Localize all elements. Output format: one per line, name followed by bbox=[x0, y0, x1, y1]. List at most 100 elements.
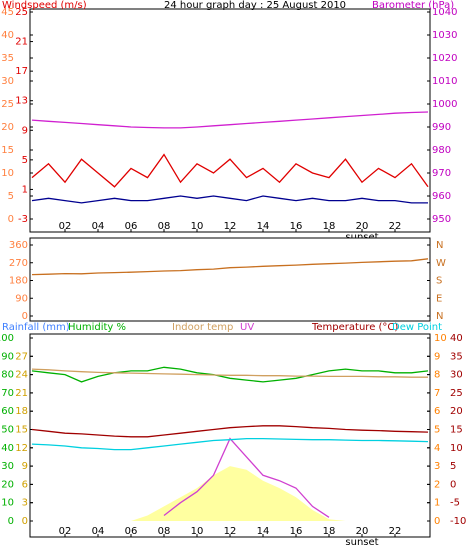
x-tick-label: 16 bbox=[290, 526, 303, 537]
legend-entry: Humidity % bbox=[68, 322, 126, 333]
x-tick-label: 02 bbox=[59, 526, 72, 537]
y4-tick-label: 3 bbox=[434, 461, 440, 472]
y4-tick-label: 1 bbox=[434, 498, 440, 509]
line bbox=[31, 425, 429, 438]
x-tick-label: 12 bbox=[224, 526, 237, 537]
y4-tick-label: 8 bbox=[434, 370, 440, 381]
panel-frame bbox=[29, 8, 431, 233]
x-tick-label: 08 bbox=[158, 526, 171, 537]
rainfall-label: Rainfall (mm) bbox=[2, 322, 70, 333]
y-tick-label: 10 bbox=[1, 498, 14, 509]
y3-tick-label: 21 bbox=[15, 388, 28, 399]
x-tick-label: 06 bbox=[125, 526, 138, 537]
y-tick-label: 100 bbox=[0, 333, 14, 344]
y2-tick-label: 1000 bbox=[432, 99, 457, 110]
y3-tick-label: 5 bbox=[22, 155, 28, 166]
y3-tick-label: 9 bbox=[22, 125, 28, 136]
y2-tick-label: 5 bbox=[450, 461, 456, 472]
y4-tick-label: 7 bbox=[434, 388, 440, 399]
y-tick-label: 40 bbox=[1, 443, 14, 454]
y4-tick-label: 0 bbox=[434, 516, 440, 527]
y3-tick-label: 21 bbox=[15, 37, 28, 48]
y-tick-label: 15 bbox=[1, 145, 14, 156]
legend-entry: UV bbox=[240, 322, 254, 333]
y2-tick-label: -10 bbox=[450, 516, 466, 527]
y2-tick-label: 1040 bbox=[432, 7, 457, 18]
y2-tick-label: 25 bbox=[450, 388, 463, 399]
annotation: sunset bbox=[345, 537, 378, 548]
x-tick-label: 08 bbox=[158, 221, 171, 232]
x-tick-label: 04 bbox=[92, 221, 105, 232]
y-tick-label: 25 bbox=[1, 99, 14, 110]
y-tick-label: 30 bbox=[1, 76, 14, 87]
line bbox=[31, 437, 429, 451]
line bbox=[31, 258, 429, 276]
y4-tick-label: 5 bbox=[434, 425, 440, 436]
x-tick-label: 14 bbox=[257, 221, 270, 232]
y3-tick-label: 3 bbox=[22, 498, 28, 509]
y2-tick-label: 35 bbox=[450, 351, 463, 362]
y-tick-label: 10 bbox=[1, 168, 14, 179]
line bbox=[31, 195, 428, 204]
y2-tick-label: E bbox=[436, 293, 442, 304]
y-tick-label: 70 bbox=[1, 388, 14, 399]
y3-tick-label: 27 bbox=[15, 351, 28, 362]
y2-tick-label: 970 bbox=[432, 168, 451, 179]
y2-tick-label: W bbox=[436, 258, 446, 269]
y2-tick-label: 990 bbox=[432, 122, 451, 133]
y2-tick-label: 30 bbox=[450, 370, 463, 381]
y4-tick-label: 4 bbox=[434, 443, 440, 454]
x-tick-label: 16 bbox=[290, 221, 303, 232]
legend-entry: Dew Point bbox=[392, 322, 442, 333]
y2-tick-label: 980 bbox=[432, 145, 451, 156]
x-tick-label: 14 bbox=[257, 526, 270, 537]
y3-tick-label: 6 bbox=[22, 479, 28, 490]
y4-tick-label: 9 bbox=[434, 351, 440, 362]
y2-tick-label: 0 bbox=[450, 479, 456, 490]
line bbox=[31, 368, 428, 378]
area bbox=[32, 466, 428, 521]
y-tick-label: 270 bbox=[9, 258, 28, 269]
y-tick-label: 60 bbox=[1, 406, 14, 417]
line bbox=[31, 366, 429, 383]
y-tick-label: 0 bbox=[8, 214, 14, 225]
x-tick-label: 04 bbox=[92, 526, 105, 537]
y4-tick-label: 6 bbox=[434, 406, 440, 417]
line bbox=[31, 111, 429, 129]
y3-tick-label: 25 bbox=[15, 7, 28, 18]
y2-tick-label: N bbox=[436, 240, 443, 251]
y-tick-label: 45 bbox=[1, 7, 14, 18]
y2-tick-label: 960 bbox=[432, 191, 451, 202]
y2-tick-label: 40 bbox=[450, 333, 463, 344]
y-tick-label: 180 bbox=[9, 276, 28, 287]
y3-tick-label: 24 bbox=[15, 370, 28, 381]
y-tick-label: 90 bbox=[1, 351, 14, 362]
y2-tick-label: 15 bbox=[450, 425, 463, 436]
y2-tick-label: N bbox=[436, 311, 443, 322]
y2-tick-label: 20 bbox=[450, 406, 463, 417]
x-tick-label: 22 bbox=[389, 221, 402, 232]
y2-tick-label: 10 bbox=[450, 443, 463, 454]
y2-tick-label: 950 bbox=[432, 214, 451, 225]
y-tick-label: 80 bbox=[1, 370, 14, 381]
line bbox=[31, 153, 429, 188]
y-tick-label: 0 bbox=[8, 516, 14, 527]
y2-tick-label: S bbox=[436, 276, 442, 287]
x-tick-label: 20 bbox=[356, 526, 369, 537]
y2-tick-label: 1020 bbox=[432, 53, 457, 64]
x-tick-label: 18 bbox=[323, 221, 336, 232]
y-tick-label: 5 bbox=[8, 191, 14, 202]
x-tick-label: 22 bbox=[389, 526, 402, 537]
x-tick-label: 10 bbox=[191, 221, 204, 232]
y3-tick-label: 13 bbox=[15, 96, 28, 107]
y3-tick-label: 17 bbox=[15, 66, 28, 77]
y2-tick-label: -5 bbox=[450, 498, 460, 509]
x-tick-label: 02 bbox=[59, 221, 72, 232]
y-tick-label: 50 bbox=[1, 425, 14, 436]
x-tick-label: 06 bbox=[125, 221, 138, 232]
legend-entry: Temperature (°C) bbox=[311, 322, 398, 333]
y2-tick-label: 1030 bbox=[432, 30, 457, 41]
y3-tick-label: 9 bbox=[22, 461, 28, 472]
x-tick-label: 12 bbox=[224, 221, 237, 232]
